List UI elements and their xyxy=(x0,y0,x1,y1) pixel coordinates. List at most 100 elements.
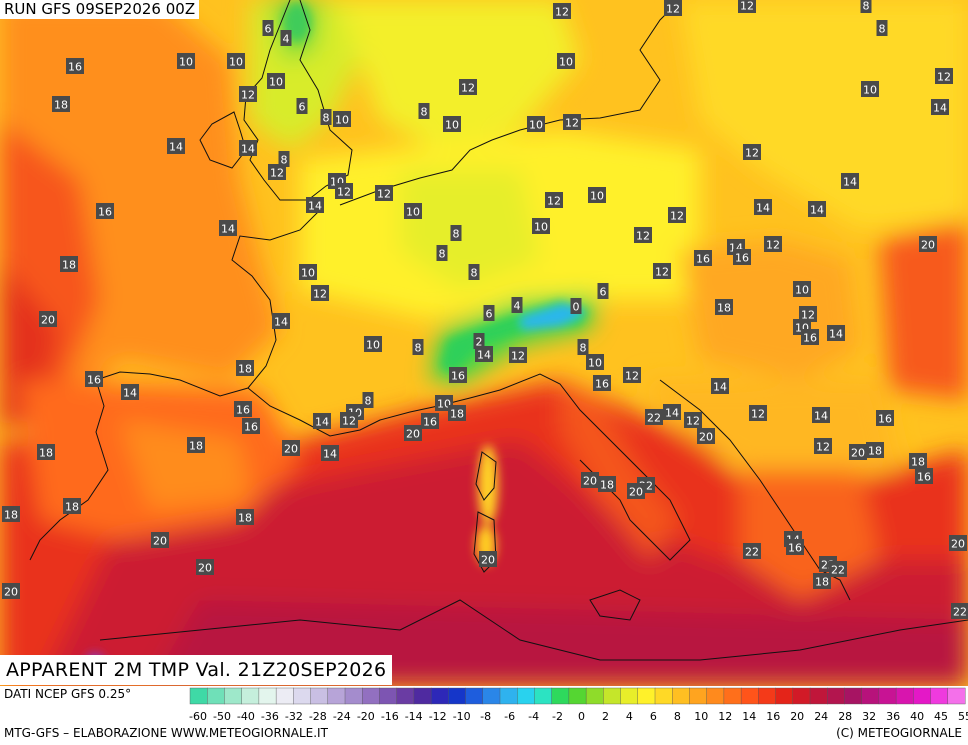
temp-label-text: 14 xyxy=(241,143,255,156)
legend-swatch xyxy=(413,687,432,705)
legend-tick: 55 xyxy=(958,710,968,723)
temp-label: 16 xyxy=(801,329,819,345)
temp-label: 10 xyxy=(443,116,461,132)
legend-tick: 36 xyxy=(886,710,900,723)
temp-label: 18 xyxy=(236,509,254,525)
temp-label: 8 xyxy=(278,151,290,167)
temp-label: 12 xyxy=(268,164,286,180)
legend-swatches xyxy=(189,687,966,705)
legend-swatch xyxy=(947,687,966,705)
temp-label-text: 10 xyxy=(559,56,573,69)
temp-label-text: 12 xyxy=(565,117,579,130)
legend-swatch xyxy=(293,687,312,705)
temp-label-text: 18 xyxy=(54,99,68,112)
temp-label-text: 20 xyxy=(629,486,643,499)
temp-label: 20 xyxy=(627,483,645,499)
legend-ticks: -60 -50 -40 -36 -32 -28 -24 -20 -16 -14 -12 -10 -8 -6… xyxy=(189,710,968,723)
legend-tick: 10 xyxy=(694,710,708,723)
temp-label: 14 xyxy=(711,378,729,394)
temp-label: 12 xyxy=(553,3,571,19)
temp-label-text: 20 xyxy=(583,475,597,488)
legend-swatch xyxy=(689,687,708,705)
legend-tick: -16 xyxy=(381,710,399,723)
temp-label-text: 10 xyxy=(445,119,459,132)
temp-label-text: 6 xyxy=(486,308,493,321)
temp-label-text: 8 xyxy=(323,112,330,125)
legend-swatch xyxy=(809,687,828,705)
temp-label: 20 xyxy=(39,311,57,327)
temp-label-text: 12 xyxy=(740,0,754,13)
legend-swatch xyxy=(706,687,725,705)
legend-tick: 20 xyxy=(790,710,804,723)
temp-label-text: 14 xyxy=(933,102,947,115)
temp-label-text: 12 xyxy=(547,195,561,208)
temp-label-text: 12 xyxy=(745,147,759,160)
run-title: RUN GFS 09SEP2026 00Z xyxy=(0,0,200,19)
temp-label-text: 14 xyxy=(308,200,322,213)
temp-label: 12 xyxy=(664,0,682,16)
temp-label-text: 12 xyxy=(666,3,680,16)
temp-label-text: 14 xyxy=(829,328,843,341)
temp-label: 14 xyxy=(841,173,859,189)
temp-label: 12 xyxy=(935,68,953,84)
temp-label-text: 12 xyxy=(686,415,700,428)
temp-label-text: 18 xyxy=(39,447,53,460)
temp-label: 12 xyxy=(563,114,581,130)
temp-label-text: 14 xyxy=(274,316,288,329)
legend-swatch xyxy=(930,687,949,705)
legend-tick: 8 xyxy=(674,710,681,723)
temp-label-text: 14 xyxy=(323,448,337,461)
temp-label-text: 8 xyxy=(439,248,446,261)
legend-tick: -2 xyxy=(552,710,563,723)
temp-label-text: 10 xyxy=(529,119,543,132)
legend-swatch xyxy=(637,687,656,705)
temp-label: 12 xyxy=(459,79,477,95)
temp-label: 22 xyxy=(951,603,968,619)
temp-label-text: 12 xyxy=(816,441,830,454)
temp-label: 12 xyxy=(340,412,358,428)
legend-tick: -24 xyxy=(333,710,351,723)
main-title: APPARENT 2M TMP Val. 21Z20SEP2026 xyxy=(0,655,393,685)
legend-swatch xyxy=(224,687,243,705)
temp-label: 12 xyxy=(749,405,767,421)
temp-label-text: 10 xyxy=(863,84,877,97)
legend-tick: -4 xyxy=(528,710,539,723)
temp-label: 20 xyxy=(196,559,214,575)
temp-label-text: 18 xyxy=(911,456,925,469)
temp-label: 8 xyxy=(577,339,589,355)
temp-label-text: 10 xyxy=(229,56,243,69)
temp-label: 10 xyxy=(299,264,317,280)
legend-swatch xyxy=(465,687,484,705)
legend-swatch xyxy=(603,687,622,705)
temp-label-text: 14 xyxy=(665,407,679,420)
temp-label: 16 xyxy=(85,371,103,387)
temp-label: 4 xyxy=(511,297,523,313)
temp-label-text: 10 xyxy=(335,114,349,127)
legend-swatch xyxy=(568,687,587,705)
temp-label-text: 18 xyxy=(717,302,731,315)
temp-label: 8 xyxy=(436,245,448,261)
temp-label: 14 xyxy=(931,99,949,115)
legend-swatch xyxy=(654,687,673,705)
legend-swatch xyxy=(878,687,897,705)
temp-label-text: 8 xyxy=(879,23,886,36)
temp-label-text: 12 xyxy=(625,370,639,383)
temp-label-text: 16 xyxy=(595,378,609,391)
legend-swatch xyxy=(723,687,742,705)
temp-label-text: 18 xyxy=(189,440,203,453)
temp-label: 14 xyxy=(827,325,845,341)
temp-label: 14 xyxy=(475,346,493,362)
temp-label: 16 xyxy=(733,249,751,265)
temp-label: 8 xyxy=(468,264,480,280)
legend-swatch xyxy=(740,687,759,705)
temp-label: 20 xyxy=(849,444,867,460)
temp-label: 18 xyxy=(37,444,55,460)
legend-tick: 14 xyxy=(742,710,756,723)
legend-tick: 6 xyxy=(650,710,657,723)
temp-label-text: 20 xyxy=(481,554,495,567)
temp-label-text: 14 xyxy=(123,387,137,400)
temp-label-text: 18 xyxy=(238,363,252,376)
temp-label-text: 8 xyxy=(421,106,428,119)
temp-label: 16 xyxy=(234,401,252,417)
